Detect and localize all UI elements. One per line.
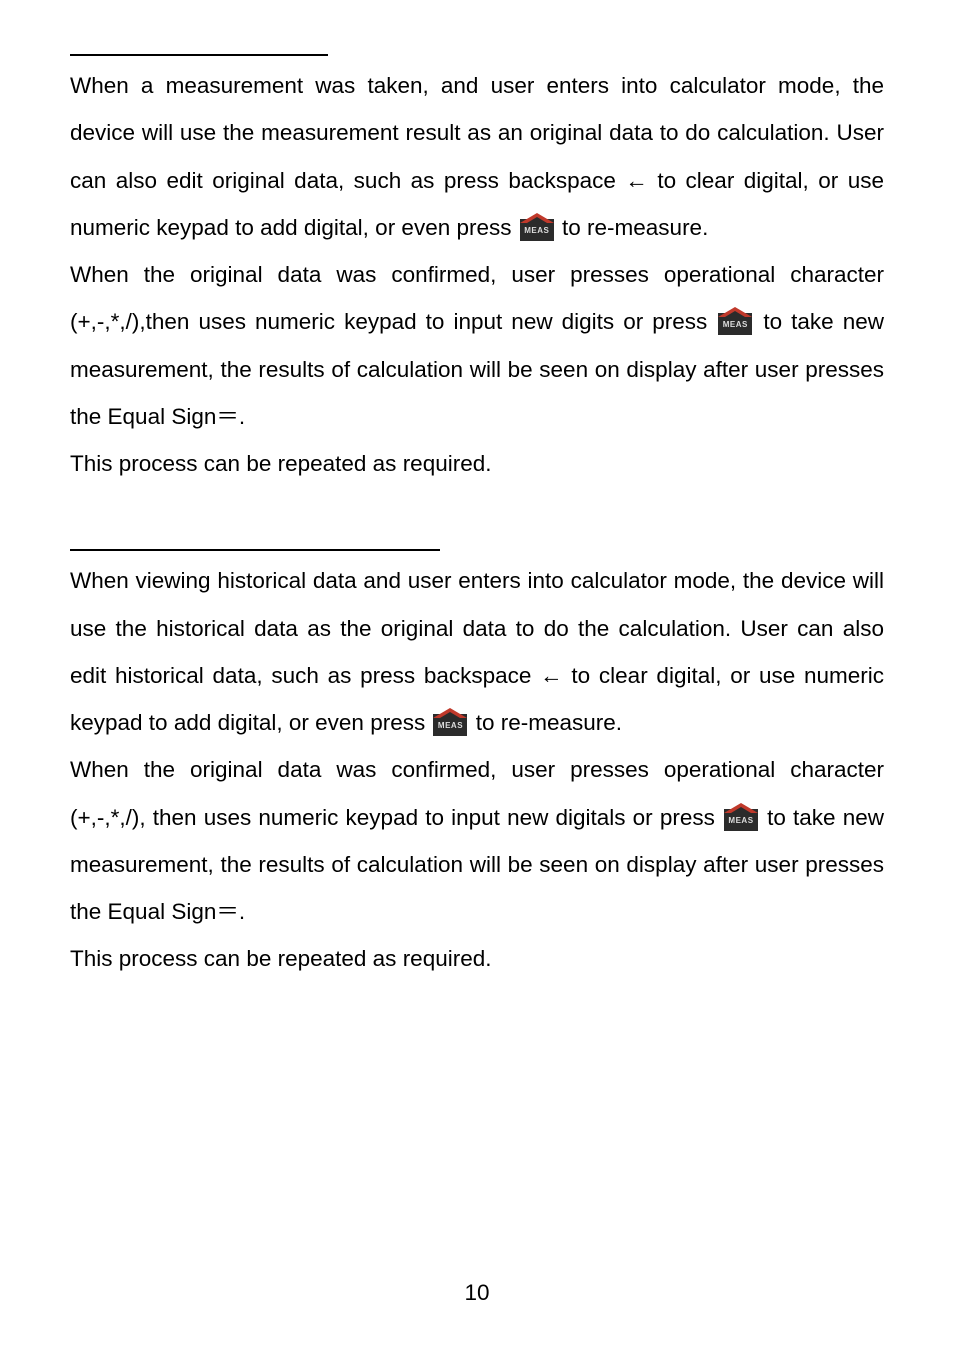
body-text: to re-measure. <box>476 710 622 735</box>
body-paragraph: This process can be repeated as required… <box>70 440 884 487</box>
icon-label: MEAS <box>433 718 467 735</box>
icon-label: MEAS <box>718 317 752 334</box>
body-paragraph: This process can be repeated as required… <box>70 935 884 982</box>
body-paragraph: When viewing historical data and user en… <box>70 557 884 746</box>
body-paragraph: When a measurement was taken, and user e… <box>70 62 884 251</box>
body-text: This process can be repeated as required… <box>70 946 492 971</box>
body-text: This process can be repeated as required… <box>70 451 492 476</box>
body-text: to re-measure. <box>562 215 708 240</box>
icon-label: MEAS <box>520 223 554 240</box>
meas-icon: MEAS <box>433 708 467 736</box>
body-text: When the original data was confirmed, us… <box>70 757 884 829</box>
section-divider <box>70 549 440 551</box>
document-page: When a measurement was taken, and user e… <box>0 0 954 1356</box>
body-paragraph: When the original data was confirmed, us… <box>70 746 884 935</box>
page-number: 10 <box>0 1280 954 1306</box>
section-divider <box>70 54 328 56</box>
meas-icon: MEAS <box>718 307 752 335</box>
body-text: When the original data was confirmed, us… <box>70 262 884 334</box>
meas-icon: MEAS <box>520 213 554 241</box>
body-text: When a measurement was taken, and user e… <box>70 73 884 240</box>
icon-label: MEAS <box>724 813 758 830</box>
meas-icon: MEAS <box>724 803 758 831</box>
body-paragraph: When the original data was confirmed, us… <box>70 251 884 440</box>
